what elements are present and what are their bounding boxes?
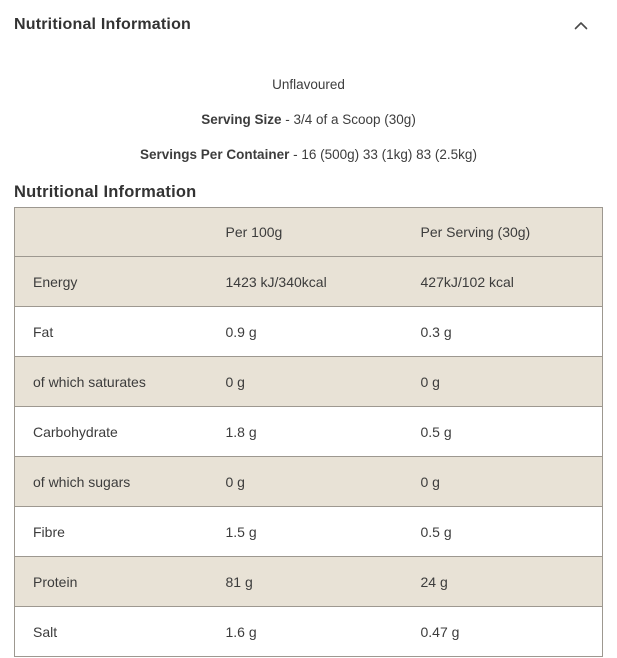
servings-per-container-line: Servings Per Container - 16 (500g) 33 (1… <box>0 147 617 162</box>
nutrient-label: Energy <box>33 273 78 290</box>
per-100g-value: 1.8 g <box>225 423 257 440</box>
flavour-text: Unflavoured <box>272 77 345 92</box>
per-serving-value: 0.47 g <box>420 623 460 640</box>
serving-size-value: - 3/4 of a Scoop (30g) <box>281 112 416 127</box>
serving-info-block: Unflavoured Serving Size - 3/4 of a Scoo… <box>0 77 617 162</box>
per-serving-value: 0 g <box>420 473 440 490</box>
table-row: of which sugars 0 g 0 g <box>14 456 603 507</box>
per-serving-value: 0.5 g <box>420 523 452 540</box>
table-row: Carbohydrate 1.8 g 0.5 g <box>14 406 603 457</box>
accordion-title: Nutritional Information <box>14 16 192 33</box>
per-100g-value: 1423 kJ/340kcal <box>225 273 327 290</box>
nutrient-label: Salt <box>33 623 58 640</box>
per-serving-value: 0.5 g <box>420 423 452 440</box>
flavour-line: Unflavoured <box>0 77 617 92</box>
header-per-serving: Per Serving (30g) <box>420 224 531 240</box>
table-row: Salt 1.6 g 0.47 g <box>14 606 603 657</box>
header-per-100g: Per 100g <box>225 224 283 240</box>
per-serving-value: 427kJ/102 kcal <box>420 273 514 290</box>
table-row: Energy 1423 kJ/340kcal 427kJ/102 kcal <box>14 256 603 307</box>
nutrient-label: of which sugars <box>33 473 131 490</box>
nutrition-table: Per 100g Per Serving (30g) Energy 1423 k… <box>14 207 603 657</box>
nutritional-information-accordion-header[interactable]: Nutritional Information <box>0 0 617 44</box>
per-serving-value: 24 g <box>420 573 448 590</box>
per-serving-value: 0 g <box>420 373 440 390</box>
servings-per-container-value: - 16 (500g) 33 (1kg) 83 (2.5kg) <box>289 147 477 162</box>
nutrient-label: of which saturates <box>33 373 146 390</box>
table-row: Fibre 1.5 g 0.5 g <box>14 506 603 557</box>
per-100g-value: 0.9 g <box>225 323 257 340</box>
table-row: Fat 0.9 g 0.3 g <box>14 306 603 357</box>
table-row: of which saturates 0 g 0 g <box>14 356 603 407</box>
nutrition-table-title: Nutritional Information <box>14 183 197 201</box>
per-100g-value: 0 g <box>225 473 245 490</box>
per-100g-value: 81 g <box>225 573 253 590</box>
per-100g-value: 0 g <box>225 373 245 390</box>
per-serving-value: 0.3 g <box>420 323 452 340</box>
nutrient-label: Protein <box>33 573 78 590</box>
header-empty-cell <box>15 208 226 257</box>
nutrient-label: Carbohydrate <box>33 423 118 440</box>
table-row: Protein 81 g 24 g <box>14 556 603 607</box>
servings-per-container-label: Servings Per Container <box>140 147 290 162</box>
per-100g-value: 1.5 g <box>225 523 257 540</box>
per-100g-value: 1.6 g <box>225 623 257 640</box>
nutrient-label: Fat <box>33 323 54 340</box>
serving-size-label: Serving Size <box>201 112 282 127</box>
serving-size-line: Serving Size - 3/4 of a Scoop (30g) <box>0 112 617 127</box>
nutrient-label: Fibre <box>33 523 65 540</box>
chevron-up-icon[interactable] <box>574 17 588 30</box>
table-header-row: Per 100g Per Serving (30g) <box>14 207 603 257</box>
